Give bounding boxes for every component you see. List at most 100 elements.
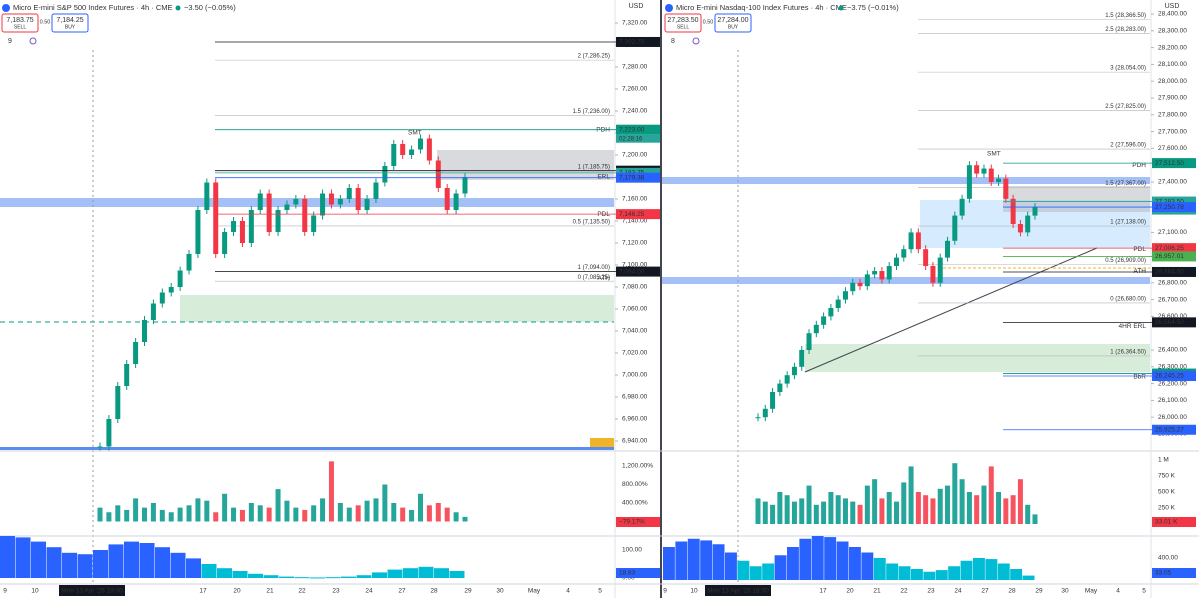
price-tag-label: 7,146.25	[619, 211, 645, 218]
buy-price: 27,284.00	[717, 17, 748, 24]
osc-bar	[155, 547, 170, 578]
volume-bar	[355, 505, 361, 522]
price-tag	[1152, 251, 1196, 262]
volume-bar	[195, 498, 201, 522]
volume-bar	[828, 492, 834, 524]
candle	[115, 386, 121, 419]
time-label: Mon 13 Apr '26 18:00	[707, 588, 769, 595]
candle	[444, 188, 450, 210]
sell-button[interactable]	[664, 13, 702, 33]
volume-bar	[835, 495, 841, 524]
price-tag-label: 27,512.50	[1155, 160, 1184, 167]
price-tag-label: 27,250.78	[1155, 204, 1184, 211]
volume-bar	[150, 503, 156, 522]
candle	[901, 249, 907, 258]
candle	[222, 232, 228, 254]
blue-zone	[662, 177, 1150, 184]
price-tick-label: 7,120.00	[622, 240, 648, 247]
volume-bar	[784, 495, 790, 524]
time-label: 4	[1116, 588, 1120, 595]
spread: 0.50	[40, 19, 51, 25]
volume-bar	[915, 492, 921, 524]
level-label: PDH	[1132, 162, 1146, 169]
sell-button[interactable]	[1, 13, 39, 33]
osc-bar	[217, 568, 232, 578]
price-tick-label: 7,060.00	[622, 306, 648, 313]
osc-bar	[449, 571, 465, 578]
osc-bar	[762, 563, 775, 580]
volume-bar	[133, 498, 139, 522]
price-tick-label: 7,000.00	[622, 372, 648, 379]
buy-price: 7,184.25	[56, 17, 83, 24]
symbol-title: Micro E-mini S&P 500 Index Futures · 4h …	[13, 3, 173, 12]
candle	[328, 193, 334, 205]
price-tag-label: 25,925.27	[1155, 426, 1184, 433]
buy-label: BUY	[65, 24, 76, 30]
candle	[293, 199, 299, 205]
volume-bar	[435, 503, 441, 522]
buy-button[interactable]	[51, 13, 89, 33]
volume-bar	[1032, 514, 1038, 524]
time-label: 10	[690, 588, 698, 595]
candle	[239, 221, 245, 243]
volume-bar	[981, 485, 987, 524]
price-tick-label: 28,000.00	[1158, 78, 1187, 85]
volume-bar	[813, 504, 819, 524]
candle	[886, 266, 892, 280]
volume-bar	[879, 498, 885, 524]
volume-tag	[616, 517, 660, 527]
candle	[915, 232, 921, 250]
volume-bar	[186, 505, 192, 522]
osc-bar	[948, 566, 961, 580]
volume-bar	[364, 500, 370, 522]
price-tick-label: 28,300.00	[1158, 28, 1187, 35]
volume-bar	[400, 507, 406, 522]
candle	[275, 210, 281, 232]
candle	[988, 168, 994, 182]
price-tick-label: 7,040.00	[622, 328, 648, 335]
osc-tag	[616, 568, 660, 578]
time-label: 4	[566, 588, 570, 595]
volume-bar	[257, 505, 263, 522]
level-label: BbR	[1133, 374, 1146, 381]
candle	[142, 320, 148, 342]
price-tag	[1152, 243, 1196, 254]
osc-bar	[418, 566, 434, 578]
volume-bar	[1025, 504, 1031, 524]
volume-bar	[952, 463, 958, 524]
osc-bar	[985, 559, 998, 580]
time-label: 20	[846, 588, 854, 595]
osc-bar	[387, 569, 403, 578]
time-label: 17	[819, 588, 827, 595]
fib-label: 0.5 (26,909.00)	[1105, 258, 1146, 264]
fib-label: 0 (26,680.00)	[1110, 297, 1146, 303]
buy-button[interactable]	[714, 13, 752, 33]
price-tag-label: 26,957.01	[1155, 253, 1184, 260]
osc-bar	[749, 566, 762, 580]
volume-bar	[444, 507, 450, 522]
volume-bar	[842, 498, 848, 524]
candle	[284, 204, 290, 210]
volume-bar	[857, 504, 863, 524]
indicator-count: 9	[8, 38, 12, 45]
osc-bar	[139, 543, 155, 578]
time-label: 29	[1035, 588, 1043, 595]
volume-tick-label: 1,200.00%	[622, 463, 653, 470]
fib-label: 1 (27,138.00)	[1110, 220, 1146, 226]
osc-bar	[108, 544, 124, 578]
candle	[784, 375, 790, 384]
price-tag	[616, 36, 660, 47]
volume-bar	[302, 509, 308, 522]
osc-tag-label: 18.83	[619, 570, 636, 577]
osc-bar	[960, 560, 973, 580]
candle	[204, 182, 210, 210]
volume-bar	[1017, 479, 1023, 524]
volume-tag-label: 33.01 K	[1155, 519, 1178, 526]
osc-bar	[279, 576, 294, 578]
osc-bar	[201, 564, 217, 578]
volume-bar	[806, 485, 812, 524]
time-label: 22	[298, 588, 306, 595]
volume-bar	[762, 501, 768, 524]
candle	[813, 324, 819, 334]
